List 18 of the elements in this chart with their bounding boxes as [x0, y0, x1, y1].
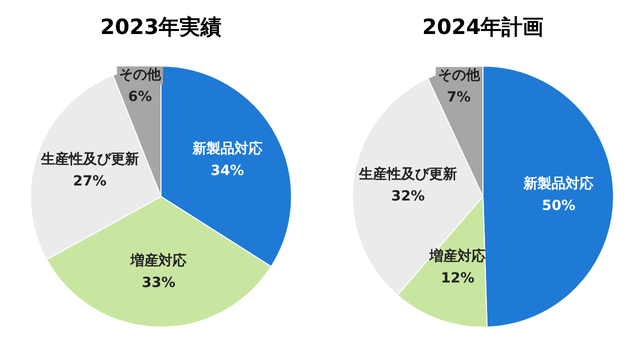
- slice-label: 生産性及び更新: [40, 150, 139, 168]
- data-label: 27%: [73, 174, 107, 190]
- chart-title: 2023年実績: [100, 15, 222, 40]
- slice-label: 新製品対応: [191, 140, 262, 157]
- data-label: 6%: [128, 89, 152, 105]
- slice-label: その他: [118, 67, 162, 83]
- slice-label: その他: [438, 68, 481, 84]
- slice-label: 生産性及び更新: [358, 166, 458, 183]
- data-label: 33%: [142, 274, 176, 291]
- slice-label: 増産対応: [428, 248, 486, 265]
- chart-title: 2024年計画: [422, 15, 544, 40]
- slice-label: 増産対応: [130, 252, 187, 269]
- data-label: 12%: [440, 270, 474, 287]
- slice-label: 新製品対応: [522, 175, 594, 192]
- data-label: 32%: [391, 188, 425, 205]
- data-label: 34%: [210, 162, 244, 179]
- data-label: 7%: [446, 90, 471, 106]
- data-label: 50%: [542, 198, 576, 214]
